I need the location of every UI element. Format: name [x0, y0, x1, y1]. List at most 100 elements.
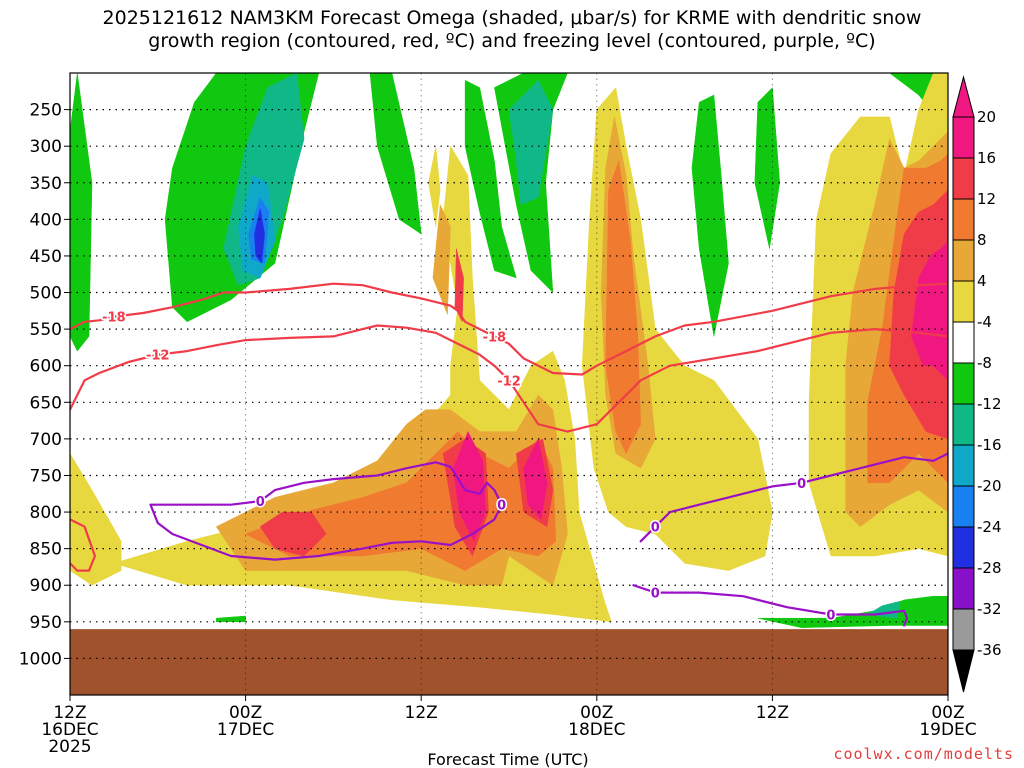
colorbar-label-9: -20	[977, 477, 1002, 495]
colorbar-label-5: -4	[977, 313, 992, 331]
colorbar-label-0: 20	[977, 108, 996, 126]
y-tick-label-700: 700	[30, 430, 62, 450]
x-tick-label-12-0: 00Z	[229, 703, 262, 723]
colorbar-label-2: 12	[977, 190, 996, 208]
y-tick-label-900: 900	[30, 576, 62, 596]
omega-region-13	[70, 453, 122, 586]
y-tick-label-750: 750	[30, 466, 62, 486]
colorbar-bottom-arrow	[952, 649, 975, 693]
colorbar-label-11: -28	[977, 559, 1002, 577]
y-tick-label-250: 250	[30, 101, 62, 121]
chart-title-line-2: growth region (contoured, red, ºC) and f…	[148, 30, 876, 52]
colorbar-top-arrow	[952, 75, 975, 118]
colorbar-bin-7	[952, 403, 975, 446]
purple-contour-1-label-1: 0	[797, 477, 806, 492]
colorbar-label-1: 16	[977, 149, 996, 167]
colorbar-label-7: -12	[977, 395, 1002, 413]
omega-region-10	[754, 87, 780, 249]
purple-contour-2-label-0: 0	[651, 587, 660, 602]
x-tick-label-12-1: 17DEC	[217, 720, 274, 740]
y-axis: 250 300 350 400 450 500 550 600 650 700 750 800 850 9…	[19, 101, 70, 669]
omega-region-33	[757, 595, 948, 628]
omega-region-31	[523, 438, 548, 520]
omega-region-32	[911, 241, 948, 381]
colorbar-bin-8	[952, 444, 975, 487]
x-tick-label-36-1: 18DEC	[568, 720, 625, 740]
omega-region-4	[254, 208, 265, 264]
grid-layer	[70, 73, 948, 695]
terrain-fill	[70, 629, 948, 695]
red-contour-0	[70, 282, 948, 376]
x-axis-label: Forecast Time (UTC)	[427, 750, 588, 768]
contour-layer: -18 -18 -12 -12 0 0 0 0 0 0	[70, 282, 948, 627]
purple-contour-2-label-1: 0	[826, 609, 835, 624]
omega-region-35	[216, 615, 246, 623]
x-tick-label-36-0: 00Z	[580, 703, 613, 723]
x-tick-label-60-1: 19DEC	[919, 720, 976, 740]
y-tick-label-550: 550	[30, 320, 62, 340]
credit-text: coolwx.com/modelts	[833, 745, 1014, 763]
omega-region-29	[454, 248, 464, 323]
colorbar-bin-12	[952, 608, 975, 651]
y-tick-label-500: 500	[30, 284, 62, 304]
x-tick-label-0-1: 16DEC	[41, 720, 98, 740]
y-tick-label-300: 300	[30, 137, 62, 157]
y-tick-label-800: 800	[30, 503, 62, 523]
omega-region-12	[70, 73, 93, 352]
colorbar-bin-9	[952, 485, 975, 528]
x-tick-label-60-0: 00Z	[931, 703, 964, 723]
omega-region-25	[259, 511, 327, 557]
colorbar-label-12: -32	[977, 600, 1002, 618]
chart-title-line-1: 2025121612 NAM3KM Forecast Omega (shaded…	[102, 7, 922, 29]
omega-region-30	[453, 431, 486, 542]
colorbar-bin-3	[952, 239, 975, 282]
omega-region-8	[508, 80, 554, 205]
y-tick-label-1000: 1000	[19, 649, 62, 669]
purple-contour-0-label-0: 0	[256, 495, 265, 510]
y-tick-label-600: 600	[30, 357, 62, 377]
purple-contour-0	[149, 461, 503, 561]
omega-region-17	[428, 145, 441, 227]
colorbar-bin-11	[952, 567, 975, 610]
colorbar-bin-6	[952, 362, 975, 405]
x-tick-label-48-0: 12Z	[756, 703, 789, 723]
colorbar-bin-4	[952, 280, 975, 323]
red-contour-0-label-1: -18	[483, 330, 507, 345]
omega-region-21	[432, 204, 451, 315]
plot-frame	[69, 72, 949, 696]
omega-shading-layer	[70, 73, 948, 628]
colorbar-label-6: -8	[977, 354, 992, 372]
red-contour-0-label-0: -18	[102, 311, 126, 326]
x-tick-label-0-0: 12Z	[53, 703, 86, 723]
y-tick-label-850: 850	[30, 540, 62, 560]
red-contour-1-label-1: -12	[497, 374, 521, 389]
purple-contour-2	[632, 584, 909, 627]
colorbar-bin-1	[952, 157, 975, 200]
colorbar-bin-5	[952, 321, 975, 364]
y-tick-label-950: 950	[30, 613, 62, 633]
terrain-layer	[70, 629, 948, 695]
omega-region-23	[605, 160, 641, 454]
red-contour-1	[70, 324, 948, 433]
colorbar-label-3: 8	[977, 231, 987, 249]
colorbar-bin-10	[952, 526, 975, 569]
red-contour-2	[70, 518, 97, 572]
colorbar-bin-0	[952, 116, 975, 159]
colorbar-label-13: -36	[977, 641, 1002, 659]
purple-contour-0-label-1: 0	[497, 499, 506, 514]
y-tick-label-450: 450	[30, 247, 62, 267]
y-tick-label-650: 650	[30, 393, 62, 413]
purple-contour-1	[639, 452, 948, 543]
y-tick-label-350: 350	[30, 174, 62, 194]
omega-region-6	[464, 80, 517, 279]
y-tick-label-400: 400	[30, 210, 62, 230]
colorbar-label-4: 4	[977, 272, 987, 290]
omega-region-5	[369, 73, 422, 235]
colorbar-bin-2	[952, 198, 975, 241]
colorbar-label-10: -24	[977, 518, 1002, 536]
x-tick-label-0-2: 2025	[48, 737, 91, 757]
red-contour-1-label-0: -12	[146, 349, 170, 364]
x-tick-label-24-0: 12Z	[405, 703, 438, 723]
